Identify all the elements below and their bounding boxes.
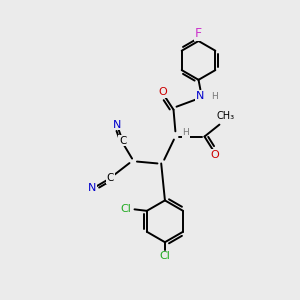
Text: CH₃: CH₃ (217, 111, 235, 122)
Text: Cl: Cl (160, 251, 170, 261)
Text: C: C (119, 136, 126, 146)
Text: C: C (107, 173, 114, 183)
Text: O: O (159, 87, 167, 97)
Text: N: N (88, 183, 97, 194)
Text: N: N (113, 120, 122, 130)
Text: F: F (195, 27, 202, 40)
Text: Cl: Cl (121, 204, 132, 214)
Text: H: H (211, 92, 217, 101)
Text: H: H (182, 128, 189, 137)
Text: N: N (196, 91, 205, 100)
Text: O: O (211, 150, 219, 160)
